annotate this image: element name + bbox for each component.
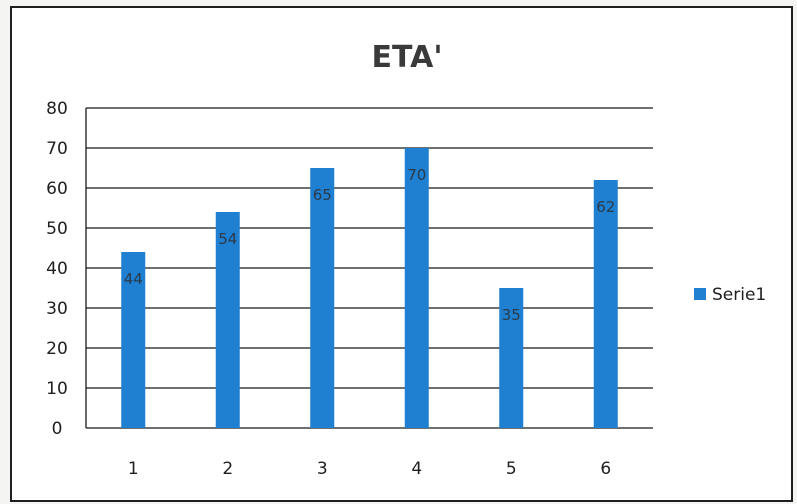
y-tick-label-80: 80 — [46, 99, 68, 119]
data-label-1: 44 — [124, 270, 143, 288]
y-axis-ticks: 0 10 20 30 40 50 60 70 80 — [46, 99, 68, 439]
data-label-4: 70 — [407, 166, 426, 184]
x-tick-label-3: 3 — [317, 459, 328, 479]
x-tick-label-1: 1 — [128, 459, 139, 479]
legend-swatch-serie1 — [694, 288, 706, 300]
bar-1 — [121, 252, 146, 428]
y-tick-label-60: 60 — [46, 179, 68, 199]
gridlines — [85, 107, 653, 429]
data-label-2: 54 — [218, 230, 237, 248]
y-tick-label-20: 20 — [46, 339, 68, 359]
legend: Serie1 — [694, 285, 766, 305]
x-tick-label-2: 2 — [222, 459, 233, 479]
data-labels: 44 54 65 70 35 62 — [124, 166, 616, 324]
chart-title: ETA' — [371, 40, 442, 75]
data-label-6: 62 — [596, 198, 615, 216]
x-tick-label-6: 6 — [600, 459, 611, 479]
bar-6 — [593, 180, 618, 428]
data-label-3: 65 — [313, 186, 332, 204]
y-tick-label-50: 50 — [46, 219, 68, 239]
y-tick-label-10: 10 — [46, 379, 68, 399]
y-tick-label-30: 30 — [46, 299, 68, 319]
y-tick-label-70: 70 — [46, 139, 68, 159]
y-tick-label-40: 40 — [46, 259, 68, 279]
x-tick-label-4: 4 — [411, 459, 422, 479]
data-label-5: 35 — [502, 306, 521, 324]
bar-5 — [499, 288, 524, 428]
bar-2 — [215, 212, 240, 428]
x-tick-label-5: 5 — [506, 459, 517, 479]
legend-label-serie1: Serie1 — [712, 285, 766, 305]
y-tick-label-0: 0 — [52, 419, 63, 439]
x-axis-ticks: 1 2 3 4 5 6 — [128, 459, 611, 479]
bar-4 — [404, 148, 429, 428]
bar-3 — [310, 168, 335, 428]
bars — [121, 148, 618, 428]
